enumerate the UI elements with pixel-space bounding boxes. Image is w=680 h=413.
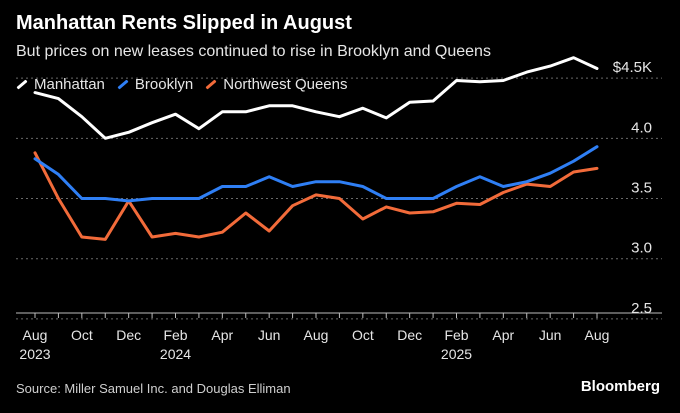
series-layer	[33, 56, 599, 241]
legend-label-brooklyn: Brooklyn	[134, 76, 194, 93]
x-tick-label-5: Jun	[258, 327, 281, 343]
legend-label-northwest-queens: Northwest Queens	[223, 76, 348, 93]
x-tick-label-11: Jun	[539, 327, 562, 343]
y-tick-label-0: $4.5K	[613, 59, 652, 76]
y-axis-labels: $4.5K 4.0 3.5 3.0 2.5	[613, 59, 652, 317]
chart-subtitle: But prices on new leases continued to ri…	[16, 43, 491, 60]
legend-item-brooklyn: Brooklyn	[117, 76, 193, 93]
legend: Manhattan Brooklyn Northwest Queens	[16, 76, 359, 93]
y-tick-label-2: 3.5	[631, 180, 652, 197]
x-tick-label-10: Apr	[492, 327, 514, 343]
x-tick-label-9: Feb	[444, 327, 468, 343]
x-tick-label-2: Dec	[116, 327, 141, 343]
legend-label-manhattan: Manhattan	[34, 76, 105, 93]
x-tick-label-6: Aug	[304, 327, 329, 343]
legend-item-northwest-queens: Northwest Queens	[205, 76, 347, 93]
bloomberg-logo: Bloomberg	[580, 378, 660, 395]
x-tick-label-12: Aug	[585, 327, 610, 343]
legend-item-manhattan: Manhattan	[16, 76, 105, 93]
y-tick-label-1: 4.0	[631, 119, 652, 136]
x-tick-label-7: Oct	[352, 327, 374, 343]
x-tick-label-8: Dec	[397, 327, 422, 343]
x-tick-year-9: 2025	[441, 346, 472, 362]
y-tick-label-4: 2.5	[631, 300, 652, 317]
y-tick-label-3: 3.0	[631, 240, 652, 257]
x-tick-label-0: Aug	[23, 327, 48, 343]
x-tick-label-4: Apr	[211, 327, 233, 343]
x-tick-label-1: Oct	[71, 327, 93, 343]
x-tick-year-0: 2023	[19, 346, 50, 362]
source-note: Source: Miller Samuel Inc. and Douglas E…	[16, 381, 291, 396]
chart-title: Manhattan Rents Slipped in August	[16, 12, 352, 34]
x-tick-label-3: Feb	[163, 327, 187, 343]
x-tick-year-3: 2024	[160, 346, 191, 362]
x-axis: Aug 2023 Oct Dec Feb 2024 Apr Jun Aug Oct Dec Feb 20…	[16, 312, 662, 362]
series-line-northwest-queens	[33, 151, 599, 241]
series-line-manhattan	[33, 56, 599, 140]
series-line-brooklyn	[33, 145, 599, 203]
